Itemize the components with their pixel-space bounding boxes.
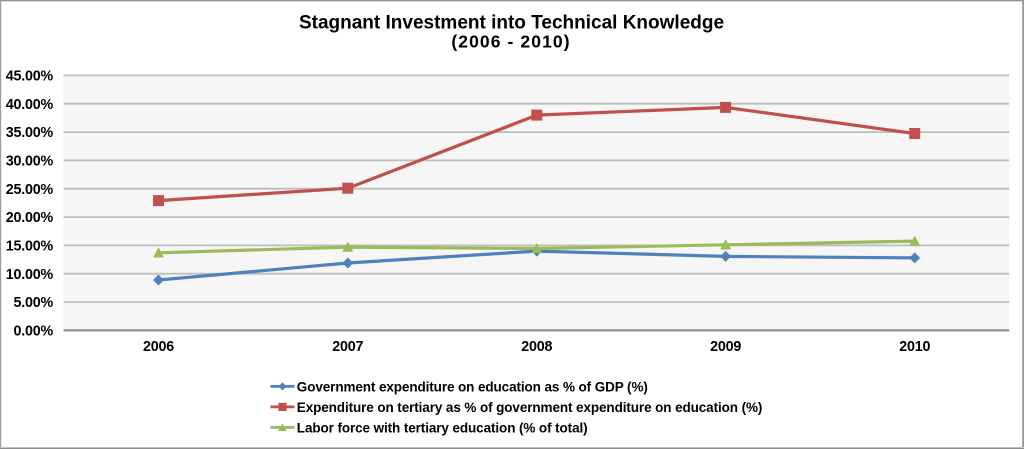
svg-text:45.00%: 45.00% — [6, 69, 54, 85]
svg-text:2008: 2008 — [521, 339, 552, 355]
svg-text:2007: 2007 — [332, 339, 363, 355]
svg-text:40.00%: 40.00% — [6, 97, 54, 113]
svg-text:25.00%: 25.00% — [6, 182, 54, 198]
svg-text:35.00%: 35.00% — [6, 125, 54, 141]
svg-text:2010: 2010 — [899, 339, 930, 355]
svg-text:10.00%: 10.00% — [6, 267, 54, 283]
svg-text:Expenditure on tertiary as % o: Expenditure on tertiary as % of governme… — [297, 400, 762, 415]
svg-text:Labor force with tertiary educ: Labor force with tertiary education (% o… — [297, 421, 588, 436]
svg-text:2009: 2009 — [710, 339, 741, 355]
svg-text:(2006 - 2010): (2006 - 2010) — [451, 32, 570, 52]
svg-text:15.00%: 15.00% — [6, 239, 54, 255]
svg-text:2006: 2006 — [143, 339, 174, 355]
svg-text:5.00%: 5.00% — [13, 295, 53, 311]
svg-text:Government expenditure on educ: Government expenditure on education as %… — [297, 380, 648, 395]
svg-text:Stagnant Investment into Techn: Stagnant Investment into Technical Knowl… — [299, 13, 724, 34]
svg-text:0.00%: 0.00% — [13, 324, 53, 340]
svg-text:30.00%: 30.00% — [6, 154, 54, 170]
svg-text:20.00%: 20.00% — [6, 210, 54, 226]
